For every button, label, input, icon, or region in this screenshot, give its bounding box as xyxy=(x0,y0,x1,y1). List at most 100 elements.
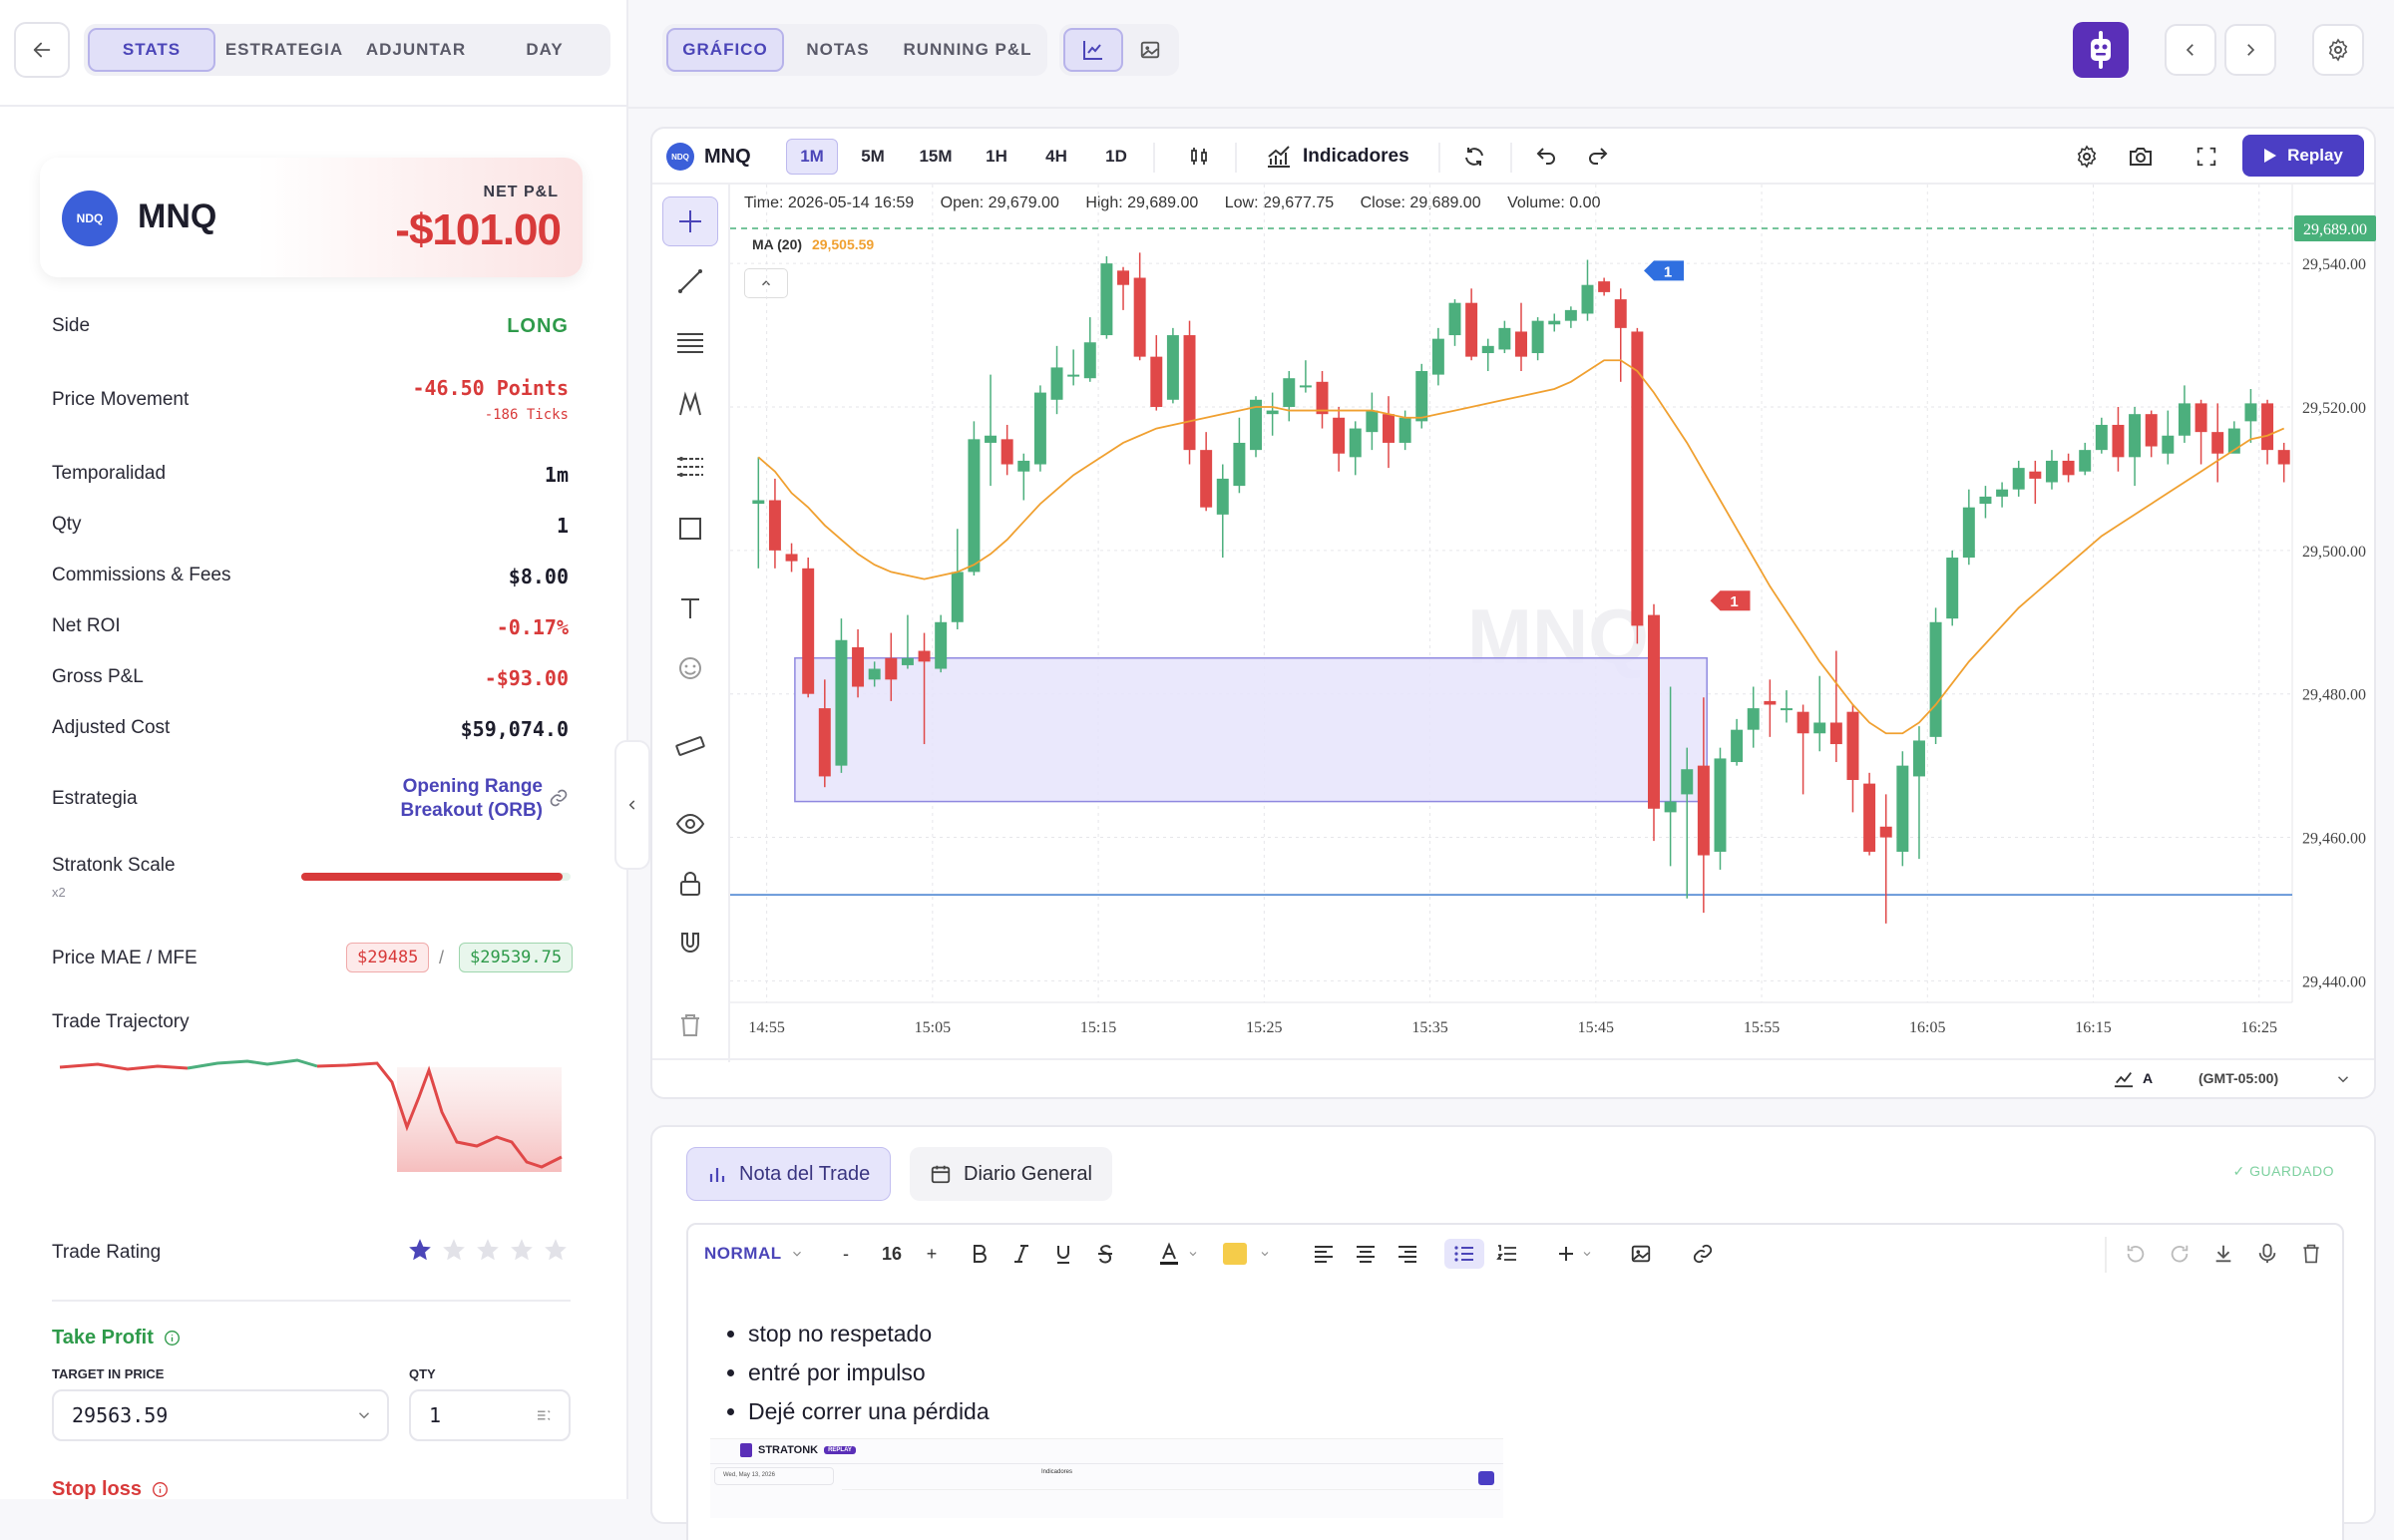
chevron-down-icon[interactable] xyxy=(2334,1070,2352,1088)
visibility-tool[interactable] xyxy=(662,799,718,849)
font-size-increase[interactable]: + xyxy=(926,1243,938,1264)
timeframe-15m[interactable]: 15M xyxy=(919,147,953,166)
bullet-list-button[interactable] xyxy=(1444,1239,1484,1269)
next-trade-button[interactable] xyxy=(2224,24,2276,76)
trend-line-tool[interactable] xyxy=(662,256,718,306)
info-icon[interactable] xyxy=(152,1481,169,1498)
info-icon[interactable] xyxy=(164,1330,181,1347)
prev-trade-button[interactable] xyxy=(2165,24,2216,76)
highlight-color-button[interactable] xyxy=(1217,1239,1277,1269)
refresh-button[interactable] xyxy=(1458,141,1490,173)
insert-image-button[interactable] xyxy=(1626,1239,1656,1269)
lock-tool[interactable] xyxy=(662,859,718,909)
back-button[interactable] xyxy=(14,22,70,78)
timezone-select[interactable]: (GMT-05:00) xyxy=(2198,1070,2279,1086)
download-button[interactable] xyxy=(2208,1239,2238,1269)
numbered-list-button[interactable] xyxy=(1492,1239,1522,1269)
undo-text-button[interactable] xyxy=(2121,1239,2151,1269)
auto-scale-button[interactable]: A xyxy=(2113,1068,2153,1088)
tab-adjuntar[interactable]: ADJUNTAR xyxy=(365,40,467,59)
italic-button[interactable] xyxy=(1007,1239,1035,1269)
tab-running-pnl[interactable]: RUNNING P&L xyxy=(903,40,1032,59)
dictation-button[interactable] xyxy=(2252,1239,2282,1269)
redo-text-button[interactable] xyxy=(2165,1239,2194,1269)
collapse-panel-button[interactable] xyxy=(614,740,650,870)
target-price-select[interactable]: 29563.59 xyxy=(52,1389,389,1441)
star-icon[interactable] xyxy=(475,1237,501,1263)
text-color-button[interactable] xyxy=(1151,1239,1205,1269)
align-right-button[interactable] xyxy=(1393,1239,1422,1269)
chart-settings-button[interactable] xyxy=(2071,141,2103,173)
tab-stats[interactable]: STATS xyxy=(88,28,215,72)
redo-icon xyxy=(2169,1243,2191,1265)
price-chart[interactable]: 29,540.00 29,520.00 29,500.00 29,480.00 29,4… xyxy=(730,185,2376,1058)
settings-button[interactable] xyxy=(2312,24,2364,76)
link-icon[interactable] xyxy=(549,788,569,808)
crosshair-tool[interactable] xyxy=(662,196,718,246)
insert-link-button[interactable] xyxy=(1688,1239,1718,1269)
fib-tool[interactable] xyxy=(662,318,718,368)
insert-button[interactable] xyxy=(1552,1239,1598,1269)
tab-diario-general[interactable]: Diario General xyxy=(910,1147,1112,1201)
emoji-tool[interactable] xyxy=(662,643,718,693)
delete-note-button[interactable] xyxy=(2296,1239,2326,1269)
candle-up xyxy=(1481,345,1494,354)
ma-value: 29,505.59 xyxy=(811,236,875,252)
symbol-selector[interactable]: NDQ MNQ xyxy=(666,139,751,175)
candle-down xyxy=(785,554,798,562)
collapse-legend-button[interactable] xyxy=(744,268,788,298)
tab-nota-del-trade[interactable]: Nota del Trade xyxy=(686,1147,892,1201)
chart-view-button[interactable] xyxy=(1063,28,1123,72)
timeframe-1m[interactable]: 1M xyxy=(786,139,838,175)
mae-mfe-separator: / xyxy=(439,948,445,967)
underline-button[interactable] xyxy=(1049,1239,1077,1269)
indicators-button[interactable]: Indicadores xyxy=(1265,139,1409,175)
note-screenshot-thumbnail[interactable]: STRATONK REPLAY Wed, May 13, 2026 Indica… xyxy=(710,1438,1503,1518)
tp-qty-input[interactable]: 1 xyxy=(409,1389,571,1441)
pattern-tool[interactable] xyxy=(662,380,718,430)
highlight-swatch-icon xyxy=(1223,1243,1247,1265)
timeframe-1d[interactable]: 1D xyxy=(1105,147,1127,166)
tab-estrategia[interactable]: ESTRATEGIA xyxy=(224,40,344,59)
rectangle-tool[interactable] xyxy=(662,504,718,554)
estrategia-link[interactable]: Opening Range Breakout (ORB) xyxy=(400,775,543,823)
align-left-button[interactable] xyxy=(1309,1239,1339,1269)
note-editor[interactable]: stop no respetado entré por impulso Dejé… xyxy=(686,1281,2344,1540)
screenshot-button[interactable] xyxy=(2125,141,2157,173)
timeframe-4h[interactable]: 4H xyxy=(1045,147,1067,166)
tab-day[interactable]: DAY xyxy=(526,40,564,59)
take-profit-title: Take Profit xyxy=(52,1327,154,1348)
star-icon[interactable] xyxy=(543,1237,569,1263)
font-size-value[interactable]: 16 xyxy=(881,1243,903,1264)
candle-up xyxy=(1813,722,1826,734)
replay-button[interactable]: Replay xyxy=(2242,135,2364,177)
stratonk-logo-button[interactable] xyxy=(2073,22,2129,78)
magnet-tool[interactable] xyxy=(662,919,718,968)
text-tool[interactable] xyxy=(662,583,718,633)
redo-button[interactable] xyxy=(1582,141,1614,173)
gann-tool[interactable] xyxy=(662,442,718,492)
star-icon[interactable] xyxy=(509,1237,535,1263)
bold-button[interactable] xyxy=(966,1239,994,1269)
star-icon[interactable] xyxy=(441,1237,467,1263)
fees-label: Commissions & Fees xyxy=(52,565,231,585)
timeframe-5m[interactable]: 5M xyxy=(861,147,885,166)
tab-notas[interactable]: NOTAS xyxy=(806,40,870,59)
ruler-tool[interactable] xyxy=(662,721,718,771)
trash-icon xyxy=(678,1012,702,1038)
timeframe-1h[interactable]: 1H xyxy=(986,147,1007,166)
image-view-button[interactable] xyxy=(1125,28,1175,72)
trade-rating-stars[interactable] xyxy=(407,1237,569,1263)
fullscreen-button[interactable] xyxy=(2191,141,2222,173)
delete-drawings-tool[interactable] xyxy=(662,1000,718,1050)
undo-button[interactable] xyxy=(1530,141,1562,173)
font-size-decrease[interactable]: - xyxy=(843,1243,849,1264)
align-center-button[interactable] xyxy=(1351,1239,1381,1269)
candle-type-button[interactable] xyxy=(1183,141,1215,173)
exit-marker xyxy=(1710,590,1751,611)
tab-grafico[interactable]: GRÁFICO xyxy=(666,28,784,72)
strikethrough-button[interactable] xyxy=(1091,1239,1119,1269)
symbol-logo: NDQ xyxy=(62,191,118,246)
block-format-select[interactable]: NORMAL xyxy=(704,1239,804,1269)
star-icon[interactable] xyxy=(407,1237,433,1263)
